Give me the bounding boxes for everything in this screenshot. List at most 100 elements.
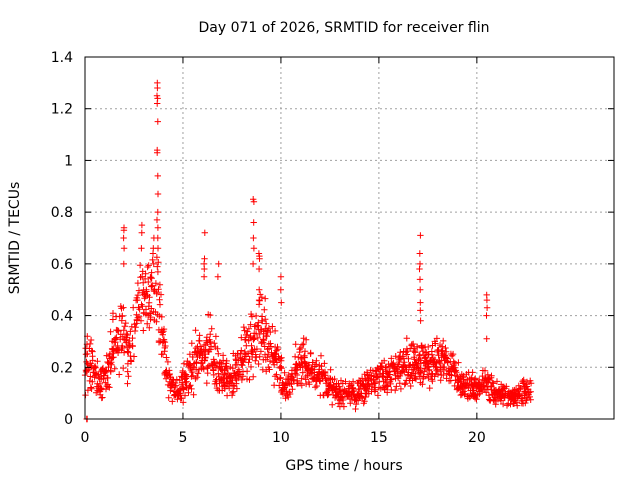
data-point-marker bbox=[142, 270, 149, 277]
data-point-marker bbox=[145, 278, 152, 286]
data-point-marker bbox=[361, 398, 368, 405]
data-point-marker bbox=[288, 380, 295, 388]
data-point-marker bbox=[416, 351, 424, 358]
data-point-marker bbox=[342, 378, 349, 385]
data-point-marker bbox=[154, 118, 161, 125]
data-point-marker bbox=[325, 391, 332, 398]
data-point-marker bbox=[125, 349, 132, 356]
data-point-marker bbox=[426, 366, 433, 373]
data-point-marker bbox=[503, 383, 510, 390]
data-point-marker bbox=[240, 323, 247, 331]
data-point-marker bbox=[155, 259, 162, 266]
data-point-marker bbox=[392, 387, 399, 394]
data-point-marker bbox=[450, 358, 457, 365]
data-point-marker bbox=[148, 275, 155, 282]
data-point-marker bbox=[201, 255, 208, 262]
data-point-marker bbox=[121, 323, 128, 330]
data-point-marker bbox=[193, 359, 200, 366]
data-point-marker bbox=[214, 273, 222, 280]
data-point-marker bbox=[120, 224, 128, 231]
data-point-marker bbox=[416, 355, 423, 363]
data-point-marker bbox=[374, 392, 382, 399]
data-point-marker bbox=[218, 360, 225, 368]
data-point-marker bbox=[481, 367, 489, 374]
y-tick-label: 1 bbox=[64, 153, 73, 169]
data-point-marker bbox=[188, 340, 195, 347]
data-point-marker bbox=[253, 345, 261, 353]
data-point-marker bbox=[245, 337, 252, 344]
data-point-marker bbox=[207, 311, 214, 319]
data-point-marker bbox=[137, 274, 144, 281]
data-point-marker bbox=[514, 402, 521, 409]
data-point-marker bbox=[113, 334, 120, 341]
data-point-marker bbox=[212, 364, 220, 371]
data-point-marker bbox=[134, 314, 141, 321]
data-point-marker bbox=[388, 355, 395, 362]
data-point-marker bbox=[307, 350, 314, 357]
data-point-marker bbox=[396, 380, 403, 387]
data-point-marker bbox=[265, 324, 273, 332]
data-point-marker bbox=[522, 399, 529, 407]
data-point-marker bbox=[193, 351, 200, 358]
data-point-marker bbox=[193, 374, 201, 381]
data-point-marker bbox=[250, 234, 257, 242]
data-point-marker bbox=[156, 281, 164, 288]
data-point-marker bbox=[120, 234, 127, 242]
data-point-marker bbox=[265, 351, 272, 358]
data-point-marker bbox=[136, 262, 144, 269]
data-point-marker bbox=[397, 349, 404, 356]
data-point-marker bbox=[260, 337, 267, 344]
data-point-marker bbox=[190, 391, 197, 398]
data-point-marker bbox=[115, 327, 122, 335]
data-point-marker bbox=[87, 384, 94, 391]
data-point-marker bbox=[132, 324, 139, 331]
data-point-marker bbox=[204, 369, 211, 377]
data-point-marker bbox=[449, 350, 457, 358]
data-point-marker bbox=[186, 360, 193, 368]
data-point-marker bbox=[443, 355, 451, 362]
data-point-marker bbox=[201, 350, 208, 358]
data-point-marker bbox=[146, 324, 153, 331]
data-point-marker bbox=[214, 345, 221, 352]
data-point-marker bbox=[104, 374, 111, 382]
data-point-marker bbox=[255, 265, 263, 273]
data-point-marker bbox=[362, 393, 369, 401]
x-tick-label: 10 bbox=[272, 430, 290, 446]
data-point-marker bbox=[241, 327, 248, 334]
data-point-marker bbox=[229, 389, 236, 397]
y-tick-label: 0.8 bbox=[51, 205, 73, 221]
data-point-marker bbox=[271, 351, 278, 358]
data-point-marker bbox=[473, 396, 480, 403]
data-point-marker bbox=[348, 381, 355, 389]
data-point-marker bbox=[250, 219, 257, 226]
data-point-marker bbox=[137, 317, 145, 324]
y-axis-label: SRMTID / TECUs bbox=[7, 182, 23, 295]
data-point-marker bbox=[140, 327, 147, 334]
data-point-marker bbox=[276, 375, 284, 382]
data-point-marker bbox=[154, 208, 161, 216]
data-point-marker bbox=[341, 386, 348, 393]
data-point-marker bbox=[298, 375, 305, 382]
data-point-marker bbox=[327, 366, 334, 373]
data-point-marker bbox=[86, 340, 94, 348]
data-point-marker bbox=[180, 399, 187, 406]
data-point-marker bbox=[289, 386, 296, 393]
data-point-marker bbox=[414, 343, 421, 351]
data-point-marker bbox=[352, 405, 359, 413]
data-point-marker bbox=[188, 368, 196, 376]
data-point-marker bbox=[197, 360, 205, 367]
data-point-marker bbox=[154, 245, 162, 252]
data-point-marker bbox=[402, 380, 409, 387]
x-axis-label: GPS time / hours bbox=[285, 458, 402, 474]
data-point-marker bbox=[264, 354, 271, 361]
data-point-marker bbox=[272, 350, 279, 357]
data-point-marker bbox=[162, 342, 169, 350]
data-point-marker bbox=[440, 337, 447, 345]
data-point-marker bbox=[255, 360, 262, 368]
data-point-marker bbox=[143, 288, 150, 295]
data-point-marker bbox=[175, 390, 183, 397]
data-point-marker bbox=[301, 354, 308, 361]
data-point-marker bbox=[106, 384, 113, 391]
data-point-marker bbox=[493, 378, 501, 385]
